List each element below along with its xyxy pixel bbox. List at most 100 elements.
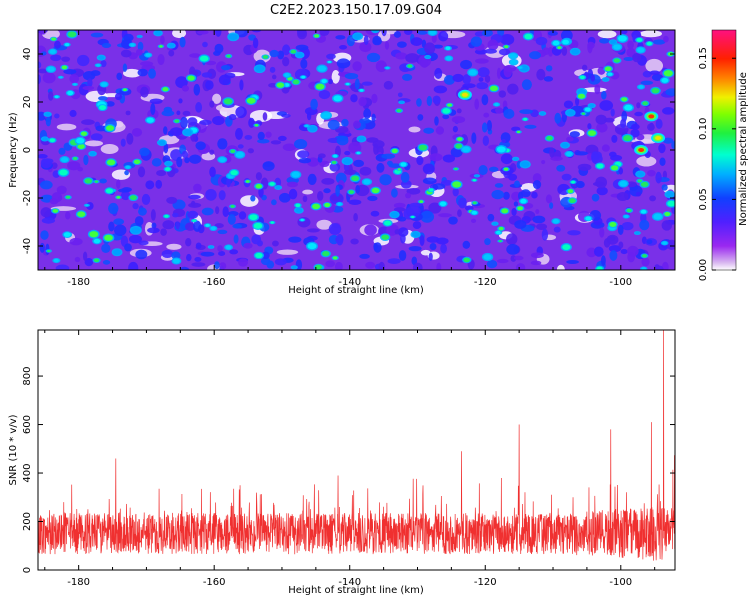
heatmap-blob	[317, 191, 324, 201]
heatmap-blob	[636, 102, 641, 109]
heatmap-blob	[661, 78, 669, 83]
heatmap-blob	[114, 92, 123, 101]
heatmap-blob	[138, 240, 149, 246]
heatmap-blob	[585, 216, 592, 221]
heatmap-blob	[56, 185, 67, 195]
heatmap-blob	[290, 49, 297, 54]
heatmap-blob	[343, 158, 352, 164]
colorbar-label: Normalized spectral amplitude	[738, 72, 749, 226]
x-tick-label: -100	[609, 277, 632, 288]
heatmap-blob	[604, 117, 615, 123]
heatmap-blob	[619, 180, 628, 187]
heatmap-blob	[600, 255, 606, 266]
heatmap-blob	[302, 195, 308, 203]
heatmap-blob	[202, 41, 208, 48]
heatmap-blob	[321, 177, 335, 185]
heatmap-blob	[482, 135, 490, 146]
heatmap-blob	[620, 30, 628, 35]
heatmap-blob	[344, 150, 351, 156]
heatmap-blob	[193, 220, 202, 232]
heatmap-blob	[61, 65, 68, 70]
heatmap-blob	[157, 53, 165, 66]
heatmap-blob	[239, 79, 244, 91]
heatmap-blob	[162, 87, 169, 92]
heatmap-blob	[642, 101, 649, 106]
heatmap-blob	[565, 151, 573, 157]
heatmap-blob	[336, 233, 344, 246]
heatmap-blob	[90, 32, 104, 38]
heatmap-blob	[288, 236, 302, 243]
heatmap-blob	[139, 147, 150, 157]
colorbar-tick-label: 0.10	[698, 118, 709, 140]
heatmap-blob	[504, 45, 509, 49]
heatmap-blob	[445, 56, 452, 61]
heatmap-blob	[97, 96, 108, 101]
heatmap-blob	[581, 112, 586, 115]
x-tick-label: -180	[67, 277, 90, 288]
heatmap-blob	[636, 155, 657, 167]
figure-title: C2E2.2023.150.17.09.G04	[270, 3, 442, 18]
heatmap-blob	[116, 179, 121, 189]
heatmap-blob	[247, 148, 254, 154]
heatmap-blob	[274, 177, 282, 188]
heatmap-blob	[457, 209, 462, 218]
heatmap-blob	[222, 206, 229, 218]
y-tick-label: 0	[22, 567, 33, 573]
heatmap-blob	[515, 263, 526, 270]
heatmap-blob	[108, 221, 115, 232]
heatmap-blob	[63, 68, 77, 75]
heatmap-blob	[476, 82, 489, 90]
heatmap-blob	[636, 171, 644, 177]
spectrogram-xlabel: Height of straight line (km)	[288, 285, 424, 296]
heatmap-blob	[599, 100, 614, 111]
heatmap-blob	[571, 48, 580, 55]
heatmap-blob	[595, 114, 607, 125]
heatmap-blob	[105, 188, 114, 194]
heatmap-blob	[452, 125, 458, 133]
heatmap-blob	[397, 168, 401, 171]
heatmap-blob	[101, 42, 112, 49]
heatmap-blob	[317, 65, 327, 72]
heatmap-blob	[638, 85, 644, 89]
heatmap-blob	[375, 60, 387, 73]
heatmap-blob	[200, 55, 209, 62]
heatmap-blob	[513, 255, 524, 261]
heatmap-blob	[651, 87, 660, 94]
heatmap-blob	[104, 234, 113, 241]
heatmap-blob	[169, 127, 183, 136]
heatmap-blob	[440, 179, 453, 186]
heatmap-blob	[315, 264, 322, 270]
heatmap-blob	[284, 73, 290, 78]
heatmap-blob	[113, 218, 125, 226]
heatmap-blob	[460, 59, 473, 70]
heatmap-blob	[346, 82, 350, 86]
heatmap-blob	[218, 190, 226, 201]
heatmap-blob	[269, 49, 279, 58]
heatmap-blob	[339, 44, 348, 50]
heatmap-blob	[649, 195, 656, 202]
heatmap-blob	[359, 166, 372, 176]
heatmap-blob	[159, 45, 163, 48]
heatmap-blob	[547, 30, 558, 36]
heatmap-blob	[217, 138, 228, 150]
x-tick-label: -120	[474, 577, 497, 588]
heatmap-blob	[404, 30, 413, 36]
heatmap-blob	[106, 159, 116, 166]
heatmap-blob	[82, 85, 95, 91]
heatmap-blob	[93, 238, 101, 244]
heatmap-blob	[226, 54, 231, 58]
heatmap-blob	[474, 31, 485, 37]
heatmap-blob	[218, 157, 226, 163]
heatmap-blob	[229, 249, 239, 255]
heatmap-blob	[483, 254, 492, 260]
heatmap-blob	[120, 138, 126, 147]
heatmap-blob	[131, 127, 143, 137]
heatmap-blob	[164, 214, 169, 218]
heatmap-blob	[561, 46, 568, 56]
heatmap-blob	[51, 37, 56, 41]
heatmap-blob	[223, 98, 233, 105]
heatmap-blob	[54, 40, 61, 49]
heatmap-blob	[76, 137, 85, 144]
heatmap-blob	[561, 173, 572, 181]
heatmap-blob	[428, 252, 433, 262]
